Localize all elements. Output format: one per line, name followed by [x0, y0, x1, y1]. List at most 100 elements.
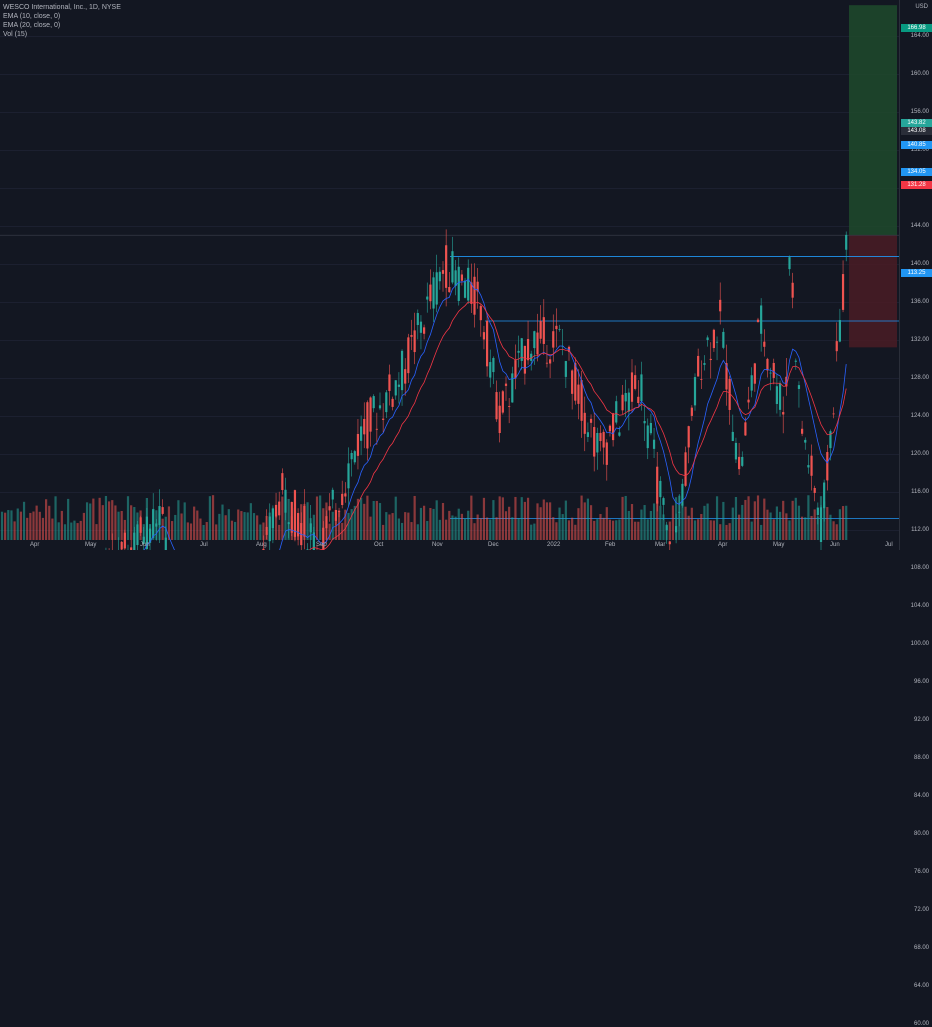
volume-bar: [193, 506, 196, 540]
candle-body: [593, 427, 596, 457]
candle-body: [841, 274, 845, 310]
volume-bar: [712, 520, 715, 540]
candle-body: [479, 306, 482, 321]
volume-bar: [136, 512, 139, 540]
price-tick-label: 152.00: [910, 146, 929, 153]
ema20-label[interactable]: EMA (20, close, 0): [3, 22, 61, 29]
volume-bar: [637, 521, 640, 540]
candle-body: [161, 507, 164, 514]
volume-bar: [423, 505, 426, 540]
candle-body: [508, 406, 511, 407]
currency-label: USD: [915, 4, 928, 10]
price-tick-label: 124.00: [910, 412, 929, 419]
candle-body: [281, 473, 284, 491]
candle-body: [602, 431, 605, 448]
price-tick-label: 140.00: [910, 260, 929, 267]
volume-bar: [13, 521, 16, 540]
volume-bar: [769, 512, 772, 540]
volume-bar: [363, 503, 366, 540]
volume-bar: [224, 515, 227, 540]
symbol-title[interactable]: WESCO International, Inc., 1D, NYSE: [3, 4, 121, 11]
volume-bar: [262, 522, 265, 540]
volume-bar: [287, 498, 290, 540]
candle-body: [801, 428, 804, 434]
candle-body: [542, 317, 545, 344]
candle-body: [715, 341, 719, 343]
volume-bar: [344, 509, 347, 540]
volume-bar: [615, 520, 618, 540]
volume-bar: [763, 498, 766, 540]
profit-zone: [849, 5, 897, 236]
volume-bar: [778, 511, 782, 540]
volume-bar: [523, 501, 526, 540]
volume-bar: [470, 495, 473, 540]
volume-bar: [205, 522, 208, 540]
candle-body: [577, 384, 580, 404]
volume-bar: [328, 523, 331, 540]
volume-bar: [167, 506, 171, 540]
volume-bar: [473, 523, 476, 540]
volume-bar: [221, 504, 224, 540]
volume-bar: [142, 524, 145, 540]
candle-body: [624, 393, 627, 402]
volume-bar: [372, 501, 375, 540]
candle-body: [463, 280, 467, 298]
volume-bar: [574, 524, 577, 540]
ema10-line: [143, 278, 847, 550]
candle-body: [530, 353, 533, 361]
volume-bar: [734, 497, 738, 540]
candle-body: [722, 331, 725, 348]
volume-bar: [331, 511, 334, 540]
volume-label[interactable]: Vol (15): [3, 31, 28, 38]
candle-body: [725, 363, 728, 390]
candle-body: [738, 456, 741, 470]
price-chart[interactable]: [0, 0, 900, 550]
volume-bar: [441, 502, 445, 540]
volume-bar: [35, 505, 38, 540]
volume-bar: [246, 512, 249, 540]
volume-bar: [429, 508, 432, 540]
volume-bar: [290, 516, 293, 540]
volume-bar: [293, 508, 297, 540]
volume-bar: [656, 501, 659, 540]
price-tick-label: 96.00: [913, 678, 929, 685]
candle-body: [659, 480, 662, 498]
volume-bar: [350, 509, 353, 540]
volume-bar: [145, 497, 148, 540]
candle-body: [164, 537, 167, 550]
price-axis[interactable]: USD 168.00164.00160.00156.00152.00148.00…: [899, 0, 932, 1027]
candle-body: [382, 418, 385, 420]
candle-body: [634, 375, 637, 389]
volume-bar: [589, 505, 593, 540]
volume-bar: [794, 497, 797, 540]
price-tick-label: 136.00: [910, 298, 929, 305]
candle-body: [823, 482, 826, 509]
volume-bar: [407, 512, 410, 540]
volume-bar: [785, 513, 788, 540]
ema10-label[interactable]: EMA (10, close, 0): [3, 13, 61, 20]
volume-bar: [460, 513, 463, 540]
price-tick-label: 92.00: [913, 716, 929, 723]
candle-body: [615, 401, 618, 423]
candle-body: [838, 320, 841, 342]
volume-bar: [10, 510, 13, 540]
volume-bar: [630, 504, 634, 540]
volume-bar: [196, 510, 199, 540]
volume-bar: [804, 517, 807, 540]
price-tick-label: 108.00: [910, 564, 929, 571]
time-axis-label: Oct: [374, 542, 384, 548]
volume-bar: [394, 496, 397, 540]
volume-bar: [722, 501, 725, 540]
candle-body: [470, 282, 473, 304]
volume-bar: [649, 510, 652, 540]
candle-body: [744, 422, 747, 436]
volume-bar: [114, 505, 117, 540]
volume-bar: [819, 496, 823, 540]
candle-body: [612, 413, 615, 441]
volume-bar: [202, 524, 205, 540]
volume-bar: [158, 513, 161, 540]
candle-body: [810, 455, 813, 476]
volume-bar: [741, 504, 744, 540]
volume-bar: [48, 505, 51, 540]
volume-bar: [564, 500, 567, 540]
